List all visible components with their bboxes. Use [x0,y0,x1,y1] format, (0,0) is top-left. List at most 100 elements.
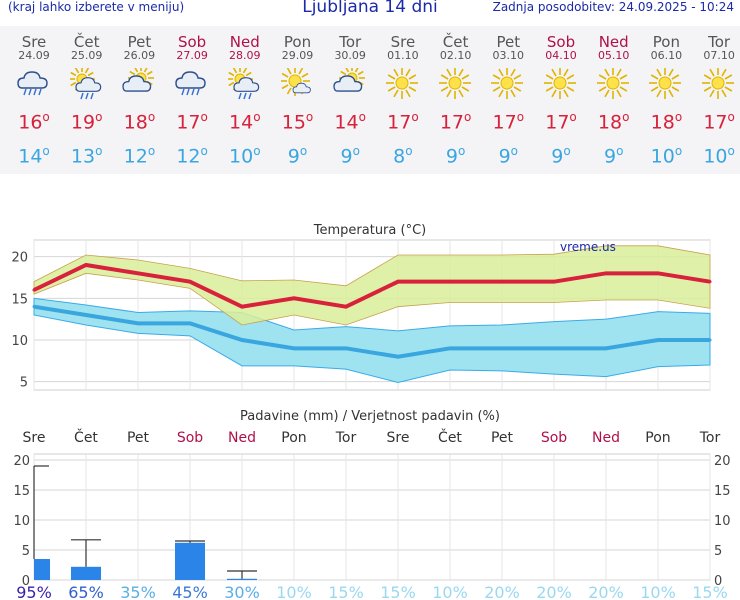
min-temp: 10o [650,144,683,168]
max-temp: 18o [123,110,156,134]
precipitation-day-label: Čet [438,428,462,446]
day-column: Tor 07.10 17o 10o [693,26,740,168]
precipitation-probability: 20% [484,583,520,600]
max-temp: 15o [281,110,314,134]
min-temp-point [188,321,192,325]
max-temp: 18o [650,110,683,134]
precipitation-y-tick-left: 5 [22,544,30,559]
temperature-y-tick: 20 [11,251,28,266]
max-temp: 17o [176,110,208,134]
precipitation-plot-frame [33,453,711,581]
sun-icon [588,68,640,100]
precipitation-probability: 95% [16,583,52,600]
precipitation-day-label: Tor [699,430,721,446]
sun-cloud-icon [113,68,165,100]
precipitation-bar [227,578,257,580]
day-date: 02.10 [439,49,472,62]
precipitation-day-label: Tor [335,430,357,446]
precipitation-probability: 15% [380,583,416,600]
day-name: Pon [283,33,312,51]
max-temp-point [84,263,88,267]
temperature-chart-title: Temperatura (°C) [313,223,426,238]
day-date: 07.10 [703,49,735,62]
max-temp-point [396,280,400,284]
day-column: Čet 25.09 19o 13o [61,26,113,168]
max-temp-point [552,280,556,284]
precipitation-probability: 15% [328,583,364,600]
sun-cloud-rain-icon [61,68,113,100]
max-temp-point [708,280,712,284]
max-temp: 16o [18,110,50,134]
max-temp-point [240,305,244,309]
precipitation-y-tick-right: 0 [714,574,722,589]
precipitation-y-tick-left: 20 [13,454,30,469]
day-date: 05.10 [597,49,630,62]
sun-icon [640,68,692,100]
min-temp: 12o [123,144,156,168]
precipitation-probability: 15% [692,583,728,600]
min-temp-point [32,305,36,309]
day-column: Pet 03.10 17o 9o [482,26,534,168]
day-date: 24.09 [18,49,50,62]
max-temp: 18o [597,110,630,134]
day-column: Sob 27.09 17o 12o [166,26,218,168]
precipitation-probability: 45% [172,583,208,600]
location-hint: (kraj lahko izberete v meniju) [8,0,185,14]
sun-cloud-rain-icon [219,68,271,100]
day-name: Čet [442,33,469,51]
precipitation-y-tick-left: 0 [22,574,30,589]
max-temp: 17o [439,110,472,134]
precipitation-bar [175,542,205,580]
max-temp: 19o [70,110,103,134]
day-column: Pon 29.09 15o 9o [272,26,324,168]
precipitation-day-label: Pon [645,430,670,446]
sun-cloud-small-icon [272,68,324,100]
precipitation-day-label: Sob [177,430,203,446]
min-temp: 9o [340,144,360,168]
watermark: vreme.us [560,240,616,254]
min-temp: 9o [551,144,571,168]
max-temp-point [448,280,452,284]
max-temp-line [33,262,711,309]
min-temp-point [604,346,608,350]
rain-cloud-icon [8,68,60,100]
day-name: Pon [652,33,680,51]
temperature-y-tick: 15 [11,292,28,307]
min-temp: 14o [18,144,50,168]
day-name: Sob [177,33,207,51]
sun-icon [693,68,740,100]
charts-area: Temperatura (°C) 5 10 15 20 vreme.us Padavine … [11,223,731,600]
min-temp: 9o [498,144,519,168]
day-name: Ned [229,33,260,51]
day-column: Sob 04.10 17o 9o [535,26,587,168]
max-temp-point [292,296,296,300]
min-temp-point [396,355,400,359]
rain-cloud-icon [166,68,218,100]
precipitation-y-tick-left: 15 [13,484,30,499]
max-temp-point [604,271,608,275]
sun-icon [430,68,482,100]
min-temp-point [448,346,452,350]
precipitation-y-tick-right: 15 [714,484,731,499]
max-temp: 17o [545,110,577,134]
precipitation-day-label: Pon [281,430,306,446]
min-temp-range-band [33,297,711,384]
day-date: 25.09 [70,49,103,62]
precipitation-day-label: Pet [491,430,514,446]
precipitation-probability: 10% [432,583,468,600]
min-temp-point [552,346,556,350]
precipitation-bar [71,566,101,580]
day-date: 30.09 [334,49,366,62]
day-date: 27.09 [176,49,208,62]
day-date: 03.10 [492,49,525,62]
max-temp: 17o [387,110,419,134]
min-temp-point [344,346,348,350]
max-temp-point [188,280,192,284]
max-temp-range-band [33,245,711,326]
precipitation-chart-title: Padavine (mm) / Verjetnost padavin (%) [240,409,500,424]
precipitation-y-tick-right: 5 [714,544,722,559]
precipitation-probability: 20% [588,583,624,600]
precipitation-day-label: Ned [228,430,256,446]
precipitation-y-tick-right: 20 [714,454,731,469]
day-column: Tor 30.09 14o 9o [324,26,376,168]
